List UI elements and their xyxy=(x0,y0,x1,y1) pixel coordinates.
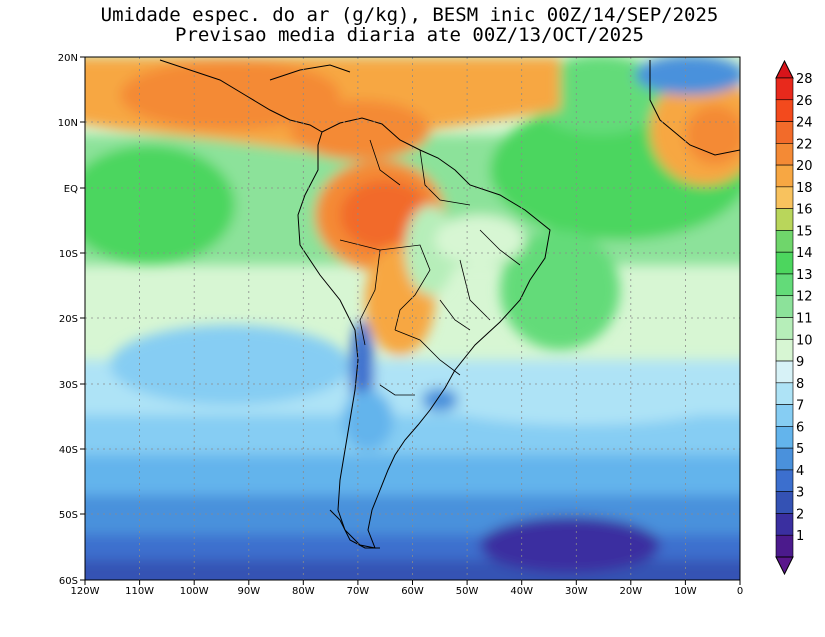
colorbar-label: 13 xyxy=(796,268,813,283)
colorbar-swatch xyxy=(775,491,794,514)
caribbean-coast xyxy=(269,64,351,81)
colorbar-label: 16 xyxy=(796,203,813,218)
colorbar-label: 6 xyxy=(796,420,804,435)
colorbar-swatch xyxy=(775,534,794,558)
colorbar-label: 24 xyxy=(796,116,813,131)
colorbar-label: 10 xyxy=(796,333,813,348)
map-title: Umidade espec. do ar (g/kg), BESM inic 0… xyxy=(100,4,719,26)
colorbar-under-arrow xyxy=(775,556,794,576)
lon-label: 100W xyxy=(180,586,209,597)
lon-label: 30W xyxy=(565,586,588,597)
latitude-labels: 20N 10N EQ 10S 20S 30S 40S 50S 60S xyxy=(58,53,78,587)
colorbar-label: 11 xyxy=(796,312,813,327)
colorbar-label: 14 xyxy=(796,246,813,261)
colorbar-swatch xyxy=(775,186,794,209)
colorbar-swatch xyxy=(775,295,794,318)
colorbar-swatch xyxy=(775,447,794,471)
lat-label: 40S xyxy=(59,445,78,456)
colorbar-swatch xyxy=(775,251,794,275)
colorbar-label: 22 xyxy=(796,137,813,152)
lon-label: 70W xyxy=(347,586,370,597)
lat-label: 10S xyxy=(59,249,78,260)
colorbar-swatch xyxy=(775,99,794,122)
south-america-coast xyxy=(297,117,551,549)
colorbar-label: 28 xyxy=(796,72,813,87)
colorbar-label: 5 xyxy=(796,442,804,457)
colorbar-swatch xyxy=(775,143,794,166)
colorbar-swatch xyxy=(775,513,794,536)
colorbar-over-arrow xyxy=(775,59,794,79)
colorbar-label: 9 xyxy=(796,355,804,370)
colorbar-swatch xyxy=(775,273,794,297)
lon-label: 80W xyxy=(292,586,315,597)
colorbar-swatch xyxy=(775,382,794,405)
lon-label: 40W xyxy=(510,586,533,597)
colorbar-label: 20 xyxy=(796,159,813,174)
colorbar-swatch xyxy=(775,164,794,188)
lon-label: 10W xyxy=(674,586,697,597)
lon-label: 60W xyxy=(401,586,424,597)
lat-label: 60S xyxy=(59,576,78,587)
colorbar-swatch xyxy=(775,469,794,492)
colorbar-label: 2 xyxy=(796,507,804,522)
colorbar-label: 3 xyxy=(796,486,804,501)
country-borders xyxy=(339,139,521,396)
colorbar-label: 1 xyxy=(796,529,804,544)
colorbar-label: 15 xyxy=(796,224,813,239)
colorbar-swatch xyxy=(775,404,794,427)
africa-coast xyxy=(649,60,740,156)
colorbar-label: 18 xyxy=(796,181,813,196)
colorbar-label: 26 xyxy=(796,94,813,109)
lon-label: 110W xyxy=(125,586,154,597)
lon-label: 50W xyxy=(456,586,479,597)
colorbar-swatch xyxy=(775,317,794,340)
tick-marks xyxy=(80,56,741,585)
lat-label: 30S xyxy=(59,380,78,391)
lat-label: 50S xyxy=(59,510,78,521)
lon-label: 0 xyxy=(737,586,743,597)
colorbar-swatch xyxy=(775,426,794,449)
lon-label: 120W xyxy=(71,586,100,597)
colorbar-swatch xyxy=(775,121,794,144)
colorbar-swatch xyxy=(775,230,794,253)
colorbar-swatch xyxy=(775,77,794,101)
lat-label: EQ xyxy=(64,184,78,195)
lat-label: 20N xyxy=(58,53,78,64)
colorbar-swatch xyxy=(775,208,794,231)
colorbar-label: 4 xyxy=(796,464,804,479)
colorbar-label: 12 xyxy=(796,290,813,305)
coastlines xyxy=(159,59,740,549)
colorbar-swatch xyxy=(775,338,794,362)
map-subtitle: Previsao media diaria ate 00Z/13/OCT/202… xyxy=(175,24,644,46)
colorbar-label: 8 xyxy=(796,377,804,392)
lon-label: 20W xyxy=(619,586,642,597)
graticule xyxy=(85,57,740,580)
lat-label: 20S xyxy=(59,314,78,325)
colorbar-label: 7 xyxy=(796,399,804,414)
lat-label: 10N xyxy=(58,118,78,129)
lon-label: 90W xyxy=(237,586,260,597)
central-america-coast xyxy=(159,59,323,133)
humidity-field xyxy=(85,57,740,580)
longitude-labels: 120W 110W 100W 90W 80W 70W 60W 50W 40W 3… xyxy=(71,586,744,597)
tierra-del-fuego xyxy=(329,509,380,549)
colorbar-swatch xyxy=(775,360,794,384)
colorbar: 28 26 24 22 20 18 16 15 14 13 12 11 10 9 8 7 6 5 4 3 2 1 xyxy=(775,59,813,576)
